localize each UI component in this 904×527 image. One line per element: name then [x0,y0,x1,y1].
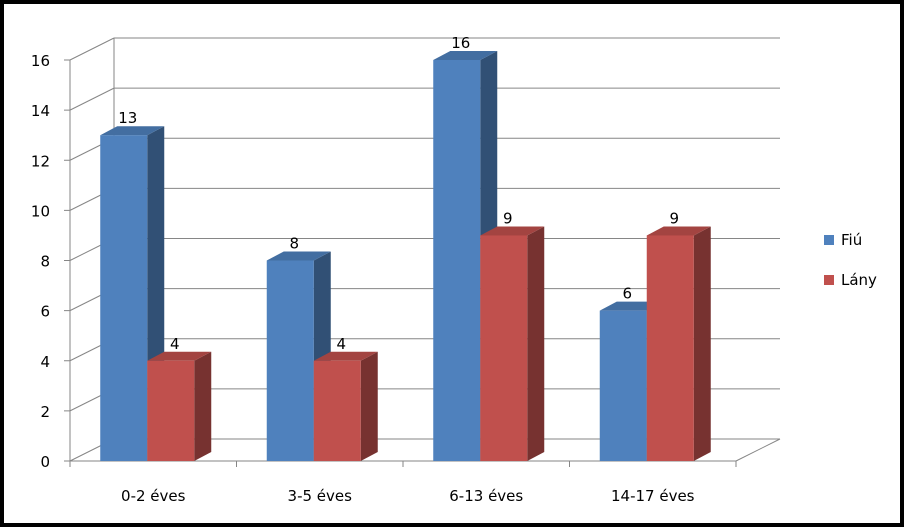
bar-top [266,251,331,261]
y-tick-label: 6 [40,303,50,321]
y-tick-label: 8 [40,253,50,271]
legend-swatch [824,235,834,245]
data-label: 16 [451,34,470,52]
bar-top [147,351,212,361]
bar-side [360,351,378,461]
bar[interactable] [100,135,148,461]
legend-label: Lány [841,271,877,289]
y-tick-label: 16 [31,52,50,70]
chart-area: 0 2 4 6 8 10 12 14 16 0-2 éves 3-5 éves 6-13 éves 14… [3,3,901,524]
y-tick-label: 10 [31,202,50,220]
bar-side [693,226,711,461]
bar[interactable] [646,235,694,461]
bar-side [194,351,212,461]
y-tick-label: 0 [40,453,50,471]
data-label: 4 [336,335,346,353]
floor-right-edge [735,438,781,462]
data-label: 9 [503,209,513,227]
bar-top [646,226,711,236]
bar[interactable] [480,235,528,461]
y-tick-label: 2 [40,403,50,421]
x-tick-label: 14-17 éves [611,487,695,505]
bar-side [527,226,545,461]
legend-swatch [824,275,834,285]
x-tick-label: 3-5 éves [288,487,353,505]
legend-label: Fiú [841,231,862,249]
gridline-diagonal [69,37,115,61]
x-tick-label: 6-13 éves [449,487,523,505]
bar-top [480,226,545,236]
bar[interactable] [313,360,361,461]
data-label: 13 [118,109,137,127]
data-label: 9 [669,209,679,227]
gridline-diagonal [69,87,115,111]
data-label: 6 [622,285,632,303]
bar[interactable] [147,360,195,461]
bar-top [100,126,165,136]
y-tick-label: 4 [40,353,50,371]
y-tick-label: 14 [31,102,50,120]
bar-chart: 0 2 4 6 8 10 12 14 16 0-2 éves 3-5 éves 6-13 éves 14… [31,34,877,505]
data-label: 4 [170,335,180,353]
bar-top [313,351,378,361]
bar[interactable] [266,260,314,462]
x-tick-label: 0-2 éves [121,487,186,505]
bar[interactable] [599,310,647,461]
data-label: 8 [289,235,299,253]
y-tick-label: 12 [31,152,50,170]
bar-top [433,51,498,60]
bar[interactable] [433,60,481,461]
